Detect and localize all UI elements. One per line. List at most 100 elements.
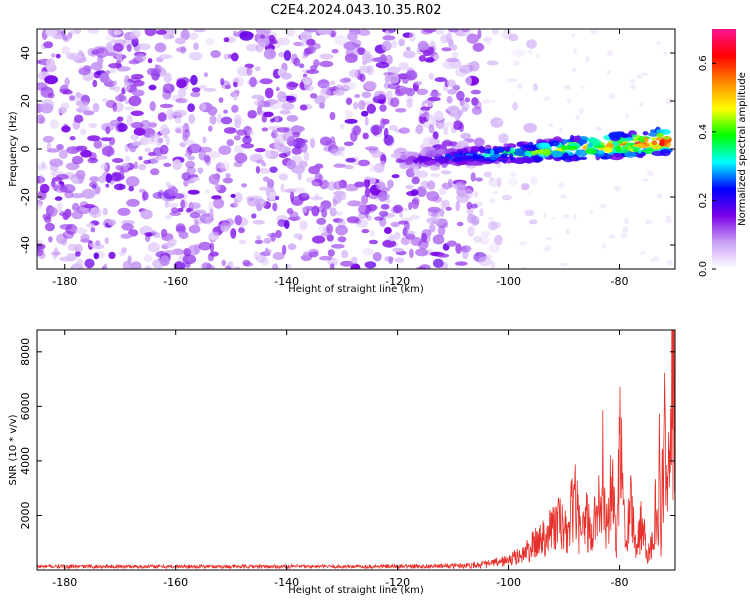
spectrogram-cell [384,74,389,84]
spectrogram-cell [470,172,476,182]
spectrogram-cell [108,251,116,260]
spectrogram-cell [187,244,200,256]
spectrogram-cell [644,219,653,225]
spectrogram-cell [552,216,556,220]
spectrogram-cell [527,190,533,195]
spectrogram-cell [378,210,389,217]
spectrogram-cell [278,51,285,58]
spectrogram-cell [177,207,184,213]
spectrogram-cell [71,202,80,212]
spectrogram-cell [263,237,272,244]
spectrogram-signal-cell [575,149,588,157]
spectrogram-cell [287,243,297,251]
spectrogram-cell [291,125,305,133]
spectrogram-cell [405,230,416,235]
spectrogram-cell [255,166,260,174]
spectrogram-signal-cell [542,148,552,156]
spectrogram-cell [372,252,382,262]
spectrogram-cell [432,234,445,245]
spectrogram-cell [91,49,100,56]
spectrogram-cell [144,29,157,37]
spectrogram-cell [353,101,359,110]
spectrogram-cell [333,163,347,168]
spectrogram-cell [466,33,479,44]
snr-x-ticks: -180 -160 -140 -120 -100 -80 [52,330,629,589]
spectrogram-cell [280,183,285,193]
spectrogram-cell [116,66,131,72]
spectrogram-cell [281,244,287,255]
spectrogram-signal-cell [614,145,622,152]
spectrogram-cell [380,118,386,129]
spectrogram-cell [190,74,198,86]
spectrogram-signal-cell [503,143,509,147]
spectrogram-cell [187,155,195,161]
spectrogram-cell [234,215,243,226]
spectrogram-cell [48,206,58,217]
spectrogram-cell [279,110,292,115]
spectrogram-signal-cell [489,154,499,160]
spectrogram-cell [420,180,430,189]
spectrogram-cell [589,209,594,214]
spectrogram-cell [560,194,567,199]
spectrogram-cell [543,96,551,101]
spectrogram-cell [46,58,56,69]
spectrogram-cell [70,263,84,269]
spectrogram-cell [74,114,84,124]
spectrogram-cell [89,176,100,183]
spectrogram-cell [259,34,266,39]
spectrogram-cell [641,72,648,76]
spectrogram-cell [151,230,157,235]
spectrogram-cell [254,198,267,208]
spectrogram-cell [502,29,512,32]
spectrogram-cell [193,54,199,60]
spectrogram-cell [129,30,140,40]
spectrogram-cell [446,240,457,247]
spectrogram-cell [145,232,153,237]
spectrogram-cell [629,84,637,90]
spectrogram-cell [175,98,188,104]
spectrogram-cell [409,214,420,220]
spectrogram-cell [442,199,450,209]
spectrogram-cell [347,31,358,42]
spectrogram-cell [159,144,169,155]
spectrogram-cell [120,233,132,239]
spectrogram-cell [417,40,429,52]
spectrogram-cell [642,178,649,182]
x-tick-label: -100 [496,275,521,288]
spectrogram-cell [398,61,409,71]
spectrogram-cell [128,95,142,107]
spectrogram-cell [83,204,96,209]
spectrogram-cell [301,38,306,47]
spectrogram-cell [219,161,231,173]
spectrogram-cell [105,99,117,109]
spectrogram-cell [316,217,327,225]
spectrogram-cell [247,110,257,119]
spectrogram-cell [79,128,87,135]
spectrogram-cell [157,112,167,122]
spectrogram-cell [516,82,523,90]
spectrogram-signal-cell [437,158,446,164]
spectrogram-cell [166,108,175,120]
spectrogram-cell [455,200,461,212]
x-tick-label: -140 [274,275,299,288]
spectrogram-cell [546,236,553,241]
spectrogram-cell [189,32,199,40]
spectrogram-cell [143,254,153,262]
spectrogram-cell [110,171,122,182]
spectrogram-cell [446,96,453,104]
spectrogram-cell [163,162,172,167]
spectrogram-y-label: Frequency (Hz) [8,111,19,187]
spectrogram-cell [246,130,255,136]
spectrogram-cell [39,183,50,194]
spectrogram-cell [216,167,227,172]
spectrogram-signal-cell [461,147,468,153]
spectrogram-cell [159,103,174,109]
spectrogram-cell [37,163,48,171]
spectrogram-cell [49,163,59,172]
spectrogram-cell [352,125,361,136]
spectrogram-cell [319,53,334,60]
spectrogram-cell [280,72,292,80]
spectrogram-cell [186,208,191,213]
spectrogram-cell [168,186,179,197]
spectrogram-cell [223,37,230,43]
